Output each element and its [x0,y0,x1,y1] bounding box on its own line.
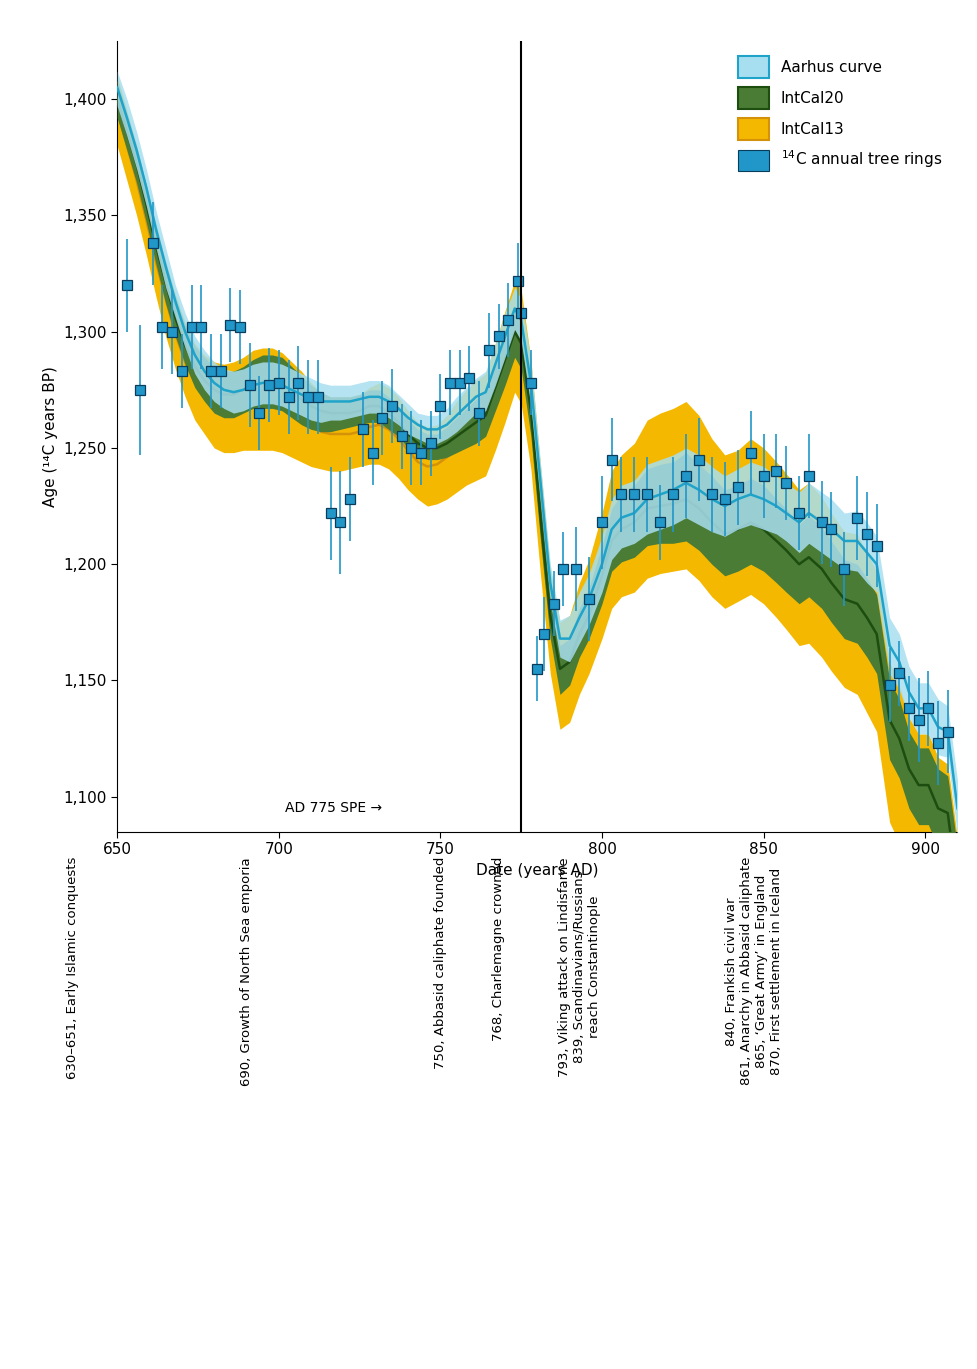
Y-axis label: Age (¹⁴C years BP): Age (¹⁴C years BP) [43,366,58,507]
X-axis label: Date (years AD): Date (years AD) [476,862,599,878]
Text: AD 775 SPE →: AD 775 SPE → [285,801,382,816]
Text: 690, Growth of North Sea emporia: 690, Growth of North Sea emporia [240,857,253,1086]
Text: 750, Abbasid caliphate founded: 750, Abbasid caliphate founded [434,857,446,1069]
Text: 768, Charlemagne crowned: 768, Charlemagne crowned [492,857,505,1042]
Text: 630–651, Early Islamic conquests: 630–651, Early Islamic conquests [65,857,78,1080]
Legend: Aarhus curve, IntCal20, IntCal13, $^{14}$C annual tree rings: Aarhus curve, IntCal20, IntCal13, $^{14}… [731,49,950,179]
Text: 840, Frankish civil war
861, Anarchy in Abbasid caliphate
865, ‘Great Army’ in E: 840, Frankish civil war 861, Anarchy in … [725,857,783,1086]
Text: 793, Viking attack on Lindisfarne
839, Scandinavians/Russians
reach Constantinop: 793, Viking attack on Lindisfarne 839, S… [558,857,601,1077]
